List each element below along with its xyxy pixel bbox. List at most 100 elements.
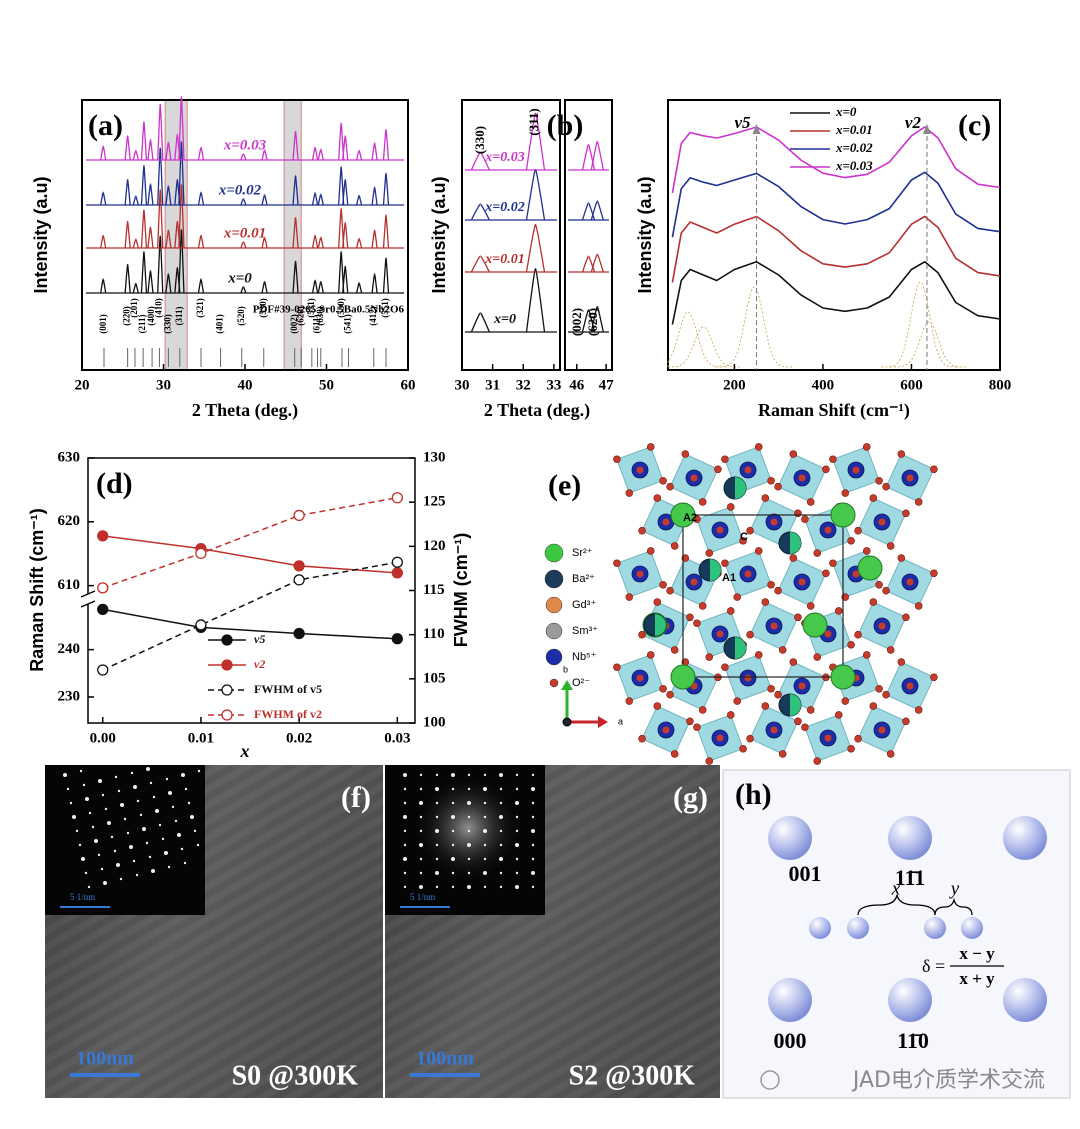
fit-component bbox=[667, 326, 743, 368]
oxygen bbox=[746, 526, 754, 535]
oxygen bbox=[834, 711, 843, 719]
diffraction-dot bbox=[435, 843, 439, 847]
peak bbox=[165, 185, 172, 206]
peak bbox=[147, 270, 154, 294]
diffraction-dot bbox=[483, 829, 487, 833]
peak bbox=[338, 251, 345, 294]
oxygen bbox=[659, 580, 667, 589]
diffraction-dot bbox=[467, 801, 471, 805]
series-line bbox=[102, 561, 398, 671]
diffraction-dot bbox=[82, 783, 86, 787]
brace bbox=[857, 894, 936, 916]
watermark: JAD电介质学术交流 bbox=[851, 1068, 1045, 1093]
spot-label: 11̄1 bbox=[895, 865, 926, 890]
series-marker bbox=[293, 560, 305, 572]
diffraction-dot bbox=[531, 815, 535, 819]
peak bbox=[590, 140, 604, 171]
diffraction-dot bbox=[531, 885, 535, 889]
oxygen-center bbox=[636, 570, 644, 578]
oxygen bbox=[705, 549, 714, 557]
reference-hkl: (520) bbox=[236, 306, 246, 326]
peak bbox=[292, 260, 299, 294]
y2-tick-label: 100 bbox=[423, 714, 446, 730]
oxygen bbox=[733, 697, 742, 705]
diffraction-dot bbox=[85, 797, 89, 801]
inset-scale-label: 5 1/nm bbox=[70, 892, 95, 902]
main-spot bbox=[1003, 978, 1047, 1022]
diffraction-dot bbox=[499, 801, 503, 805]
series-marker bbox=[391, 633, 403, 645]
diffraction-dot bbox=[123, 817, 127, 821]
peak bbox=[470, 312, 490, 333]
oxygen bbox=[638, 630, 646, 639]
diffraction-dot bbox=[483, 773, 487, 777]
peak bbox=[470, 255, 490, 273]
oxygen bbox=[902, 509, 910, 518]
peak bbox=[261, 236, 268, 249]
peak bbox=[197, 146, 205, 161]
oxygen bbox=[670, 542, 679, 550]
oxygen bbox=[693, 723, 701, 732]
diffraction-dot bbox=[91, 825, 95, 829]
oxygen-center bbox=[716, 526, 724, 534]
oxygen bbox=[902, 613, 910, 622]
series-marker bbox=[391, 567, 403, 579]
y-axis-label: Intensity (a.u) bbox=[429, 176, 449, 293]
y-tick-label: 610 bbox=[58, 577, 81, 593]
peak bbox=[292, 130, 299, 161]
mode-label: v5 bbox=[734, 113, 751, 132]
y2-tick-label: 115 bbox=[423, 582, 445, 598]
legend-atom bbox=[545, 622, 563, 640]
legend-label: Nb⁵⁺ bbox=[572, 651, 597, 663]
peak bbox=[147, 226, 154, 249]
oxygen bbox=[670, 646, 679, 654]
diffraction-dot bbox=[103, 881, 107, 885]
peak bbox=[317, 280, 324, 294]
diffraction-dot bbox=[113, 849, 117, 853]
oxygen bbox=[789, 658, 798, 666]
panel-label: (d) bbox=[96, 467, 133, 500]
formula: x − y bbox=[959, 944, 995, 963]
panel-label: (f) bbox=[341, 781, 371, 814]
raman-line bbox=[671, 215, 1001, 283]
diffraction-dot bbox=[451, 857, 455, 861]
diffraction-dot bbox=[181, 773, 185, 777]
diffraction-dot bbox=[483, 815, 487, 819]
diffraction-dot bbox=[467, 885, 471, 889]
oxygen bbox=[746, 734, 754, 743]
oxygen bbox=[681, 450, 690, 458]
peak bbox=[197, 278, 205, 294]
peak bbox=[317, 193, 324, 206]
mixed-site bbox=[735, 637, 746, 659]
peak bbox=[140, 121, 148, 161]
oxygen bbox=[914, 498, 923, 506]
x-tick-label: 0.00 bbox=[90, 730, 116, 746]
oxygen bbox=[897, 554, 906, 562]
oxygen bbox=[794, 717, 802, 726]
site-label: C bbox=[740, 531, 748, 543]
oxygen bbox=[829, 455, 837, 464]
diffraction-dot bbox=[467, 857, 471, 861]
oxygen-center bbox=[878, 622, 886, 630]
oxygen bbox=[778, 750, 787, 758]
oxygen bbox=[813, 757, 822, 765]
diffraction-dot bbox=[161, 837, 165, 841]
axis-arrow-head bbox=[598, 716, 608, 728]
peak bbox=[338, 166, 345, 206]
oxygen-center bbox=[906, 474, 914, 482]
oxygen bbox=[693, 619, 701, 628]
diffraction-dot bbox=[165, 777, 169, 781]
oxygen bbox=[761, 598, 770, 606]
reference-hkl: (541) bbox=[343, 314, 353, 334]
peak bbox=[590, 200, 604, 221]
diffraction-dot bbox=[531, 787, 535, 791]
diffraction-dot bbox=[63, 773, 67, 777]
diffraction-dot bbox=[451, 871, 455, 875]
reference-hkl: (220) bbox=[122, 306, 132, 326]
oxygen bbox=[666, 690, 674, 699]
oxygen bbox=[686, 613, 694, 622]
diffraction-dot bbox=[515, 829, 519, 833]
peak bbox=[525, 268, 546, 333]
raman-line bbox=[671, 171, 1001, 238]
series-label: x=0.02 bbox=[218, 182, 262, 198]
